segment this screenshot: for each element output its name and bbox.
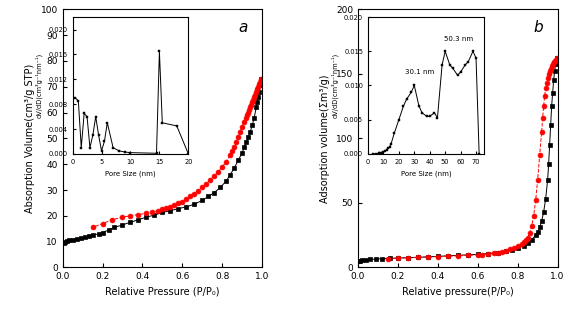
Y-axis label: Adsorption volume(Σm³/g): Adsorption volume(Σm³/g) — [320, 74, 331, 203]
X-axis label: Relative pressure(P/P₀): Relative pressure(P/P₀) — [402, 287, 514, 297]
Text: a: a — [238, 20, 248, 35]
X-axis label: Relative Pressure (P/P₀): Relative Pressure (P/P₀) — [105, 287, 220, 297]
Text: b: b — [534, 20, 543, 35]
Y-axis label: Absorption Volume(cm³/g STP): Absorption Volume(cm³/g STP) — [25, 64, 35, 213]
